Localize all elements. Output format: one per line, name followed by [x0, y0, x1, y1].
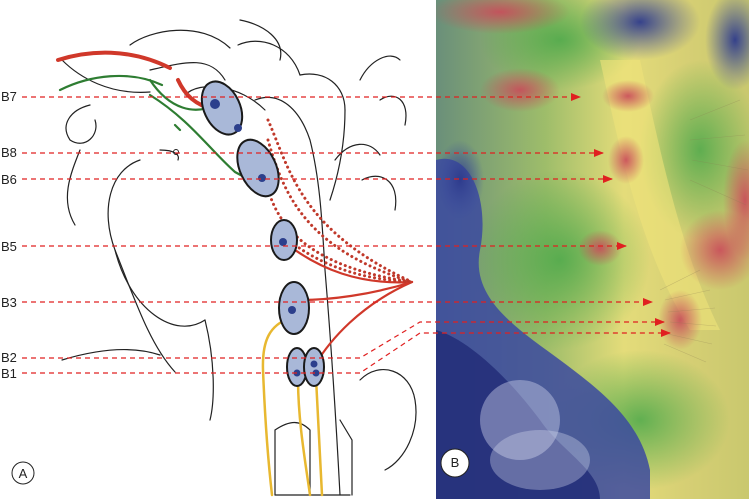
nucleus-b7 — [200, 80, 244, 136]
label-b6: B6 — [1, 172, 17, 187]
label-b1: B1 — [1, 366, 17, 381]
tissue-section-panel — [436, 0, 749, 499]
small-marker-circle — [173, 149, 179, 155]
label-b7: B7 — [1, 89, 17, 104]
panel-a-label: A — [19, 466, 28, 481]
nucleus-b6-b8 — [236, 138, 280, 198]
arrow-b1 — [22, 329, 671, 374]
brainstem-outline — [61, 19, 417, 496]
panel-b-label: B — [451, 455, 460, 470]
nucleus-dots — [210, 99, 320, 377]
yellow-pathways — [261, 316, 324, 497]
label-b2: B2 — [1, 350, 17, 365]
correspondence-arrows — [22, 93, 671, 374]
nuclei — [200, 80, 325, 387]
label-b8: B8 — [1, 145, 17, 160]
label-b3: B3 — [1, 295, 17, 310]
panel-a-label-circle — [11, 461, 35, 485]
label-b5: B5 — [1, 239, 17, 254]
dotted-red-pathways — [263, 118, 414, 284]
red-pathways — [56, 50, 414, 367]
arrow-b2 — [22, 318, 665, 359]
nucleus-labels: B7 B8 B6 B5 B3 B2 B1 — [1, 89, 17, 381]
